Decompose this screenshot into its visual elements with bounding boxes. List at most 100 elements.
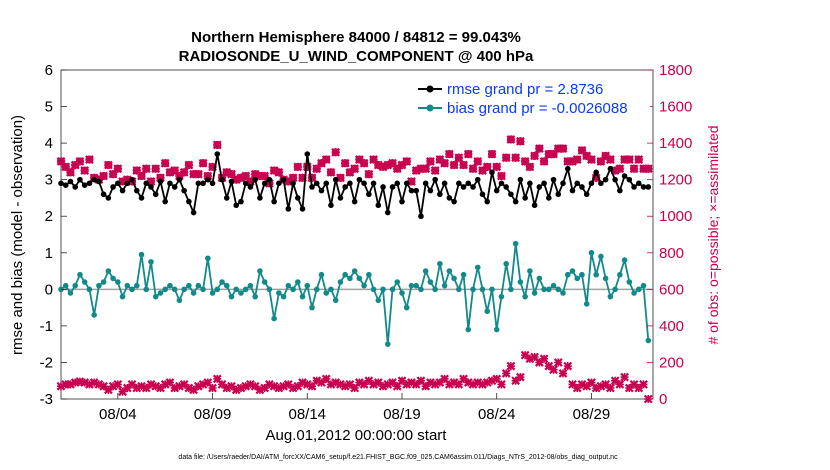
rmse-point	[631, 184, 637, 190]
bias-point	[536, 275, 543, 282]
bias-point	[550, 282, 557, 289]
bias-point	[157, 290, 164, 296]
rmse-point	[375, 202, 382, 209]
rmse-point	[181, 187, 187, 194]
rmse-point	[536, 184, 543, 190]
bias-point	[470, 286, 476, 293]
obs-assimilated-point	[459, 160, 468, 170]
rmse-point	[569, 187, 576, 194]
bias-point	[67, 290, 74, 296]
rmse-point	[370, 180, 377, 187]
bias-point	[261, 279, 268, 285]
rmse-point	[465, 180, 472, 187]
obs-assimilated-point	[605, 155, 615, 164]
rmse-point	[446, 195, 453, 201]
rmse-point	[299, 206, 306, 212]
obs-assimilated-point	[208, 383, 217, 393]
chart-title: Northern Hemisphere 84000 / 84812 = 99.0…	[191, 29, 521, 46]
obs-assimilated-point	[563, 361, 573, 371]
x-tick-label: 08/19	[383, 406, 421, 423]
rmse-point	[437, 191, 443, 198]
rmse-point	[152, 191, 159, 198]
obs-assimilated-point	[516, 372, 525, 382]
bias-point	[276, 290, 282, 296]
bias-point	[422, 268, 429, 274]
rmse-point	[612, 176, 618, 183]
obs-assimilated-point	[449, 160, 459, 170]
obs-assimilated-point	[307, 173, 317, 183]
rmse-point	[498, 180, 505, 187]
chart-marks	[56, 135, 653, 404]
rmse-point	[148, 184, 154, 190]
bias-point	[531, 290, 538, 296]
bias-point	[399, 290, 405, 296]
bias-point	[612, 286, 618, 293]
rmse-point	[276, 180, 282, 187]
y-axis-label: rmse and bias (model - observation)	[9, 115, 26, 355]
y2-tick-label: 1200	[659, 172, 692, 189]
rmse-point	[541, 180, 547, 187]
rmse-point	[266, 176, 273, 183]
obs-assimilated-point	[103, 160, 113, 170]
obs-assimilated-point	[553, 358, 563, 367]
rmse-point	[309, 184, 315, 190]
obs-assimilated-point	[501, 369, 511, 378]
obs-assimilated-point	[454, 379, 464, 389]
obs-assimilated-point	[99, 171, 109, 181]
obs-assimilated-point	[639, 379, 648, 389]
rmse-point	[456, 180, 462, 187]
bias-point	[100, 279, 107, 285]
obs-assimilated-point	[402, 157, 412, 166]
rmse-point	[460, 184, 467, 190]
bias-point	[503, 260, 509, 267]
bias-point	[564, 271, 571, 278]
y-tick-label: 1	[45, 245, 53, 262]
bias-point	[252, 293, 258, 300]
rmse-point	[361, 180, 367, 187]
rmse-point	[617, 187, 623, 194]
bias-point	[271, 315, 277, 322]
y2-tick-label: 0	[659, 391, 667, 408]
rmse-point	[583, 191, 590, 198]
bias-point	[394, 279, 401, 285]
obs-assimilated-point	[103, 385, 113, 395]
rmse-point	[413, 187, 420, 194]
rmse-point	[408, 187, 415, 194]
chart-subtitle: RADIOSONDE_U_WIND_COMPONENT @ 400 hPa	[179, 48, 534, 65]
legend: rmse grand pr = 2.8736 bias grand pr = -…	[412, 73, 650, 121]
bias-point	[460, 271, 467, 278]
rmse-point	[337, 195, 344, 201]
bias-point	[290, 286, 296, 293]
bias-point	[607, 293, 614, 300]
legend-rmse-label: rmse grand pr = 2.8736	[447, 81, 603, 98]
bias-point	[280, 293, 287, 300]
bias-point	[437, 260, 443, 267]
legend-box	[412, 73, 650, 121]
y-tick-label: 4	[45, 135, 53, 152]
bias-point	[446, 268, 453, 274]
rmse-point	[380, 184, 386, 190]
bias-point	[133, 282, 140, 289]
bias-point	[512, 240, 519, 247]
obs-assimilated-point	[364, 169, 374, 179]
rmse-point	[384, 209, 391, 216]
footnote: data file: /Users/raeder/DAI/ATM_forcXX/…	[178, 454, 618, 461]
rmse-point	[129, 176, 135, 183]
obs-assimilated-point	[61, 162, 71, 172]
bias-point	[560, 290, 566, 296]
rmse-point	[512, 198, 519, 205]
legend-rmse-marker	[426, 85, 434, 93]
rmse-point	[219, 176, 225, 183]
rmse-point	[356, 176, 363, 183]
bias-point	[247, 282, 254, 289]
obs-assimilated-point	[511, 153, 521, 163]
bias-point	[242, 286, 249, 293]
rmse-point	[313, 180, 320, 187]
obs-assimilated-point	[643, 164, 653, 174]
obs-assimilated-point	[421, 164, 431, 174]
rmse-point	[186, 198, 192, 205]
obs-assimilated-point	[558, 369, 568, 378]
obs-assimilated-point	[534, 144, 544, 153]
obs-assimilated-point	[411, 379, 421, 389]
bias-point	[176, 297, 183, 304]
